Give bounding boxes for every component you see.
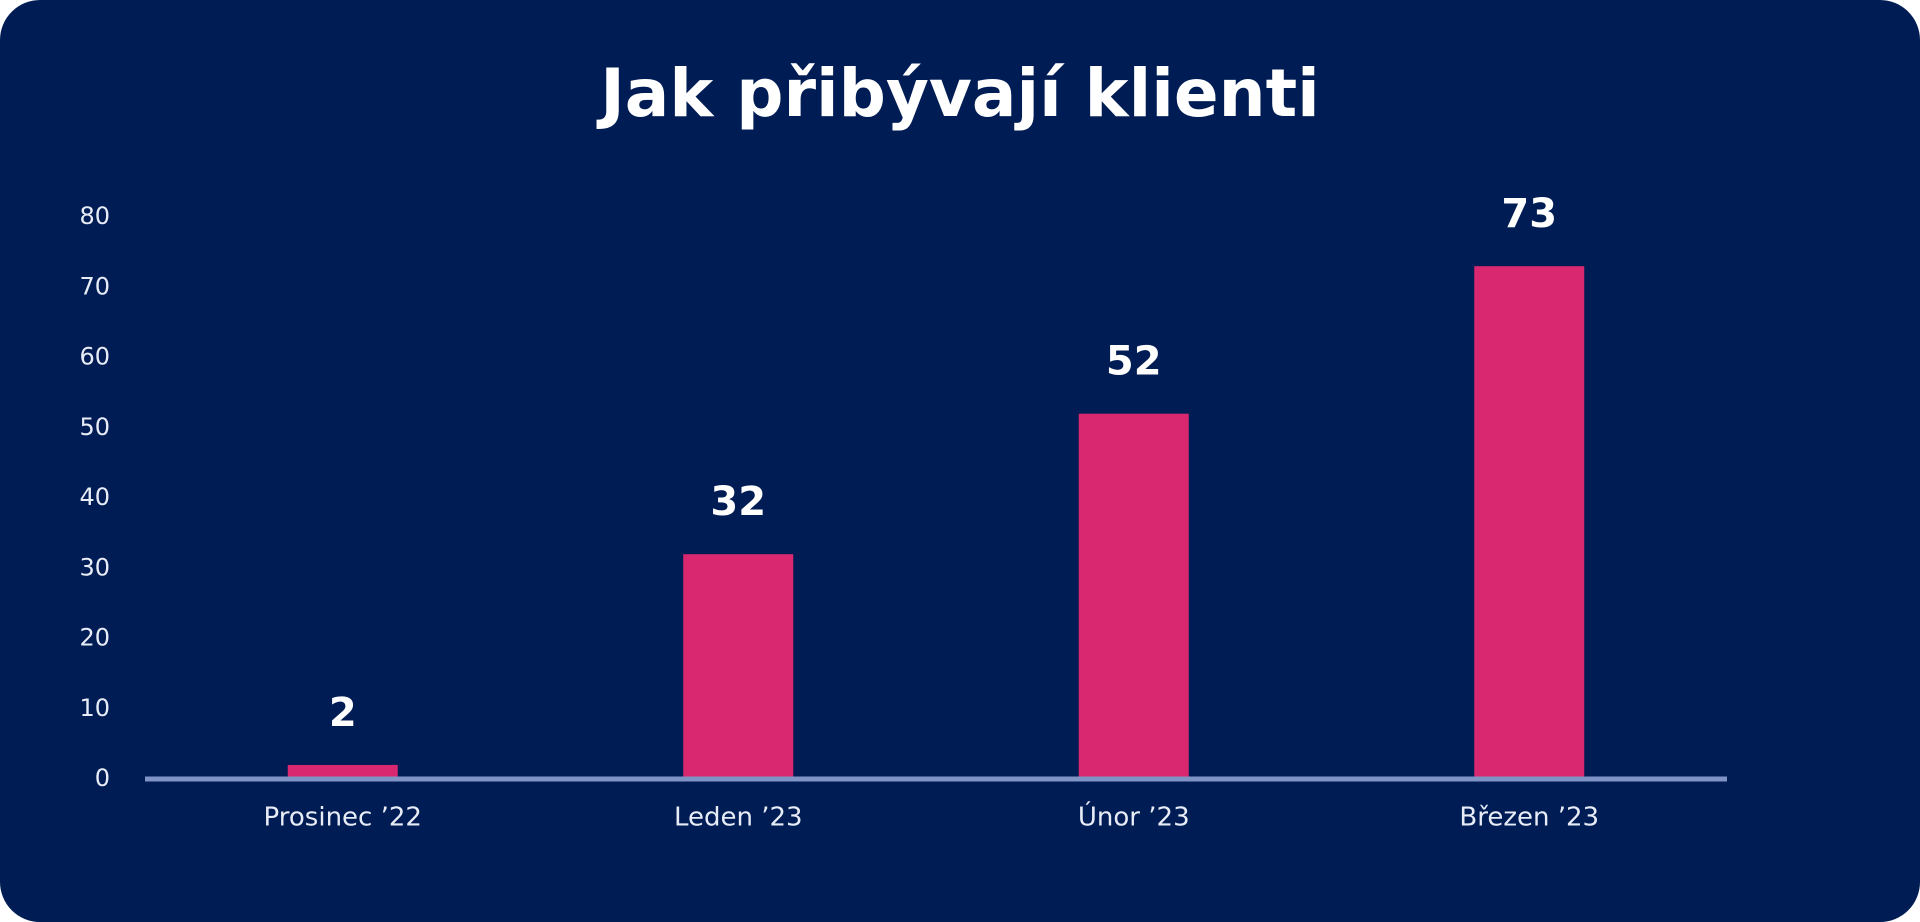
y-tick-label: 40 (79, 483, 110, 511)
y-tick-label: 10 (79, 694, 110, 722)
value-label: 52 (1106, 339, 1162, 385)
y-tick-label: 80 (79, 202, 110, 230)
bar (683, 554, 794, 779)
chart-title: Jak přibývají klienti (596, 55, 1320, 132)
value-label: 32 (710, 479, 766, 525)
bar (1474, 266, 1585, 779)
value-label: 73 (1501, 191, 1557, 237)
y-tick-label: 60 (79, 343, 110, 371)
x-tick-label: Prosinec ’22 (264, 803, 422, 833)
value-label: 2 (329, 690, 357, 736)
y-tick-label: 20 (79, 624, 110, 652)
x-tick-label: Únor ’23 (1078, 801, 1190, 833)
y-tick-label: 0 (95, 764, 110, 792)
y-tick-label: 70 (79, 272, 110, 300)
bar (1078, 413, 1189, 779)
y-tick-label: 30 (79, 553, 110, 581)
bar (287, 764, 398, 779)
x-tick-label: Leden ’23 (674, 803, 803, 833)
y-tick-label: 50 (79, 413, 110, 441)
x-tick-label: Březen ’23 (1459, 803, 1599, 833)
